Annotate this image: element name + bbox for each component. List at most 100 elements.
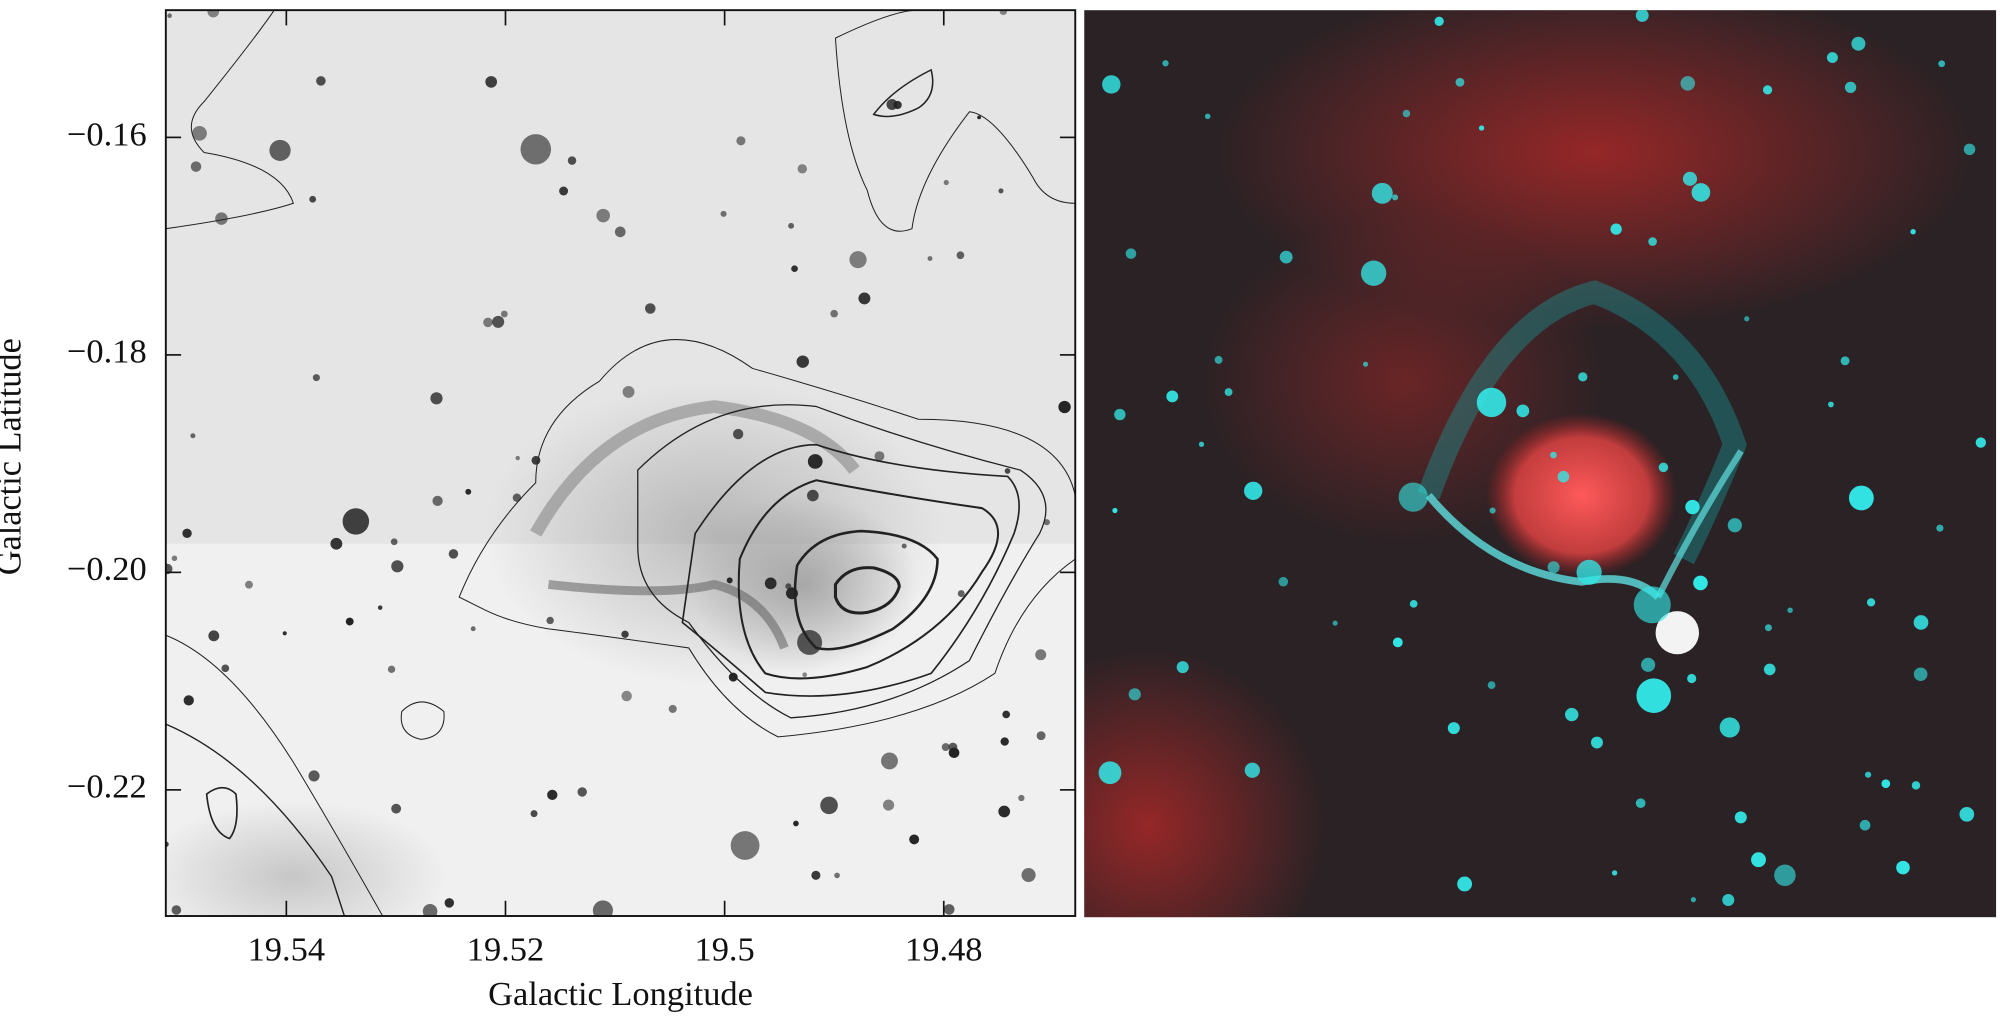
star <box>387 665 396 673</box>
star <box>1828 401 1834 408</box>
star <box>520 134 552 165</box>
star <box>465 488 472 495</box>
star <box>330 537 343 550</box>
x-tick-label: 19.5 <box>694 931 754 969</box>
star <box>1162 60 1169 67</box>
star <box>797 164 807 174</box>
star <box>1409 600 1418 608</box>
star <box>1959 806 1975 822</box>
star <box>1975 437 1987 448</box>
x-tick-label: 19.52 <box>467 931 544 969</box>
star <box>390 538 398 546</box>
star <box>621 690 632 702</box>
star <box>1848 485 1874 511</box>
star <box>531 455 541 465</box>
star <box>1371 182 1393 204</box>
star <box>245 580 253 589</box>
x-tick-label: 19.48 <box>905 931 982 969</box>
star <box>430 392 443 405</box>
star <box>807 454 823 469</box>
star <box>1826 52 1838 64</box>
star <box>1058 400 1071 414</box>
star <box>1000 737 1009 746</box>
star <box>1565 707 1579 722</box>
star <box>1682 171 1698 186</box>
star <box>1763 663 1776 676</box>
star <box>728 672 738 682</box>
star <box>1896 860 1910 875</box>
star <box>1691 183 1711 202</box>
y-tick-label: −0.16 <box>67 115 147 153</box>
star <box>999 10 1008 16</box>
star <box>1128 688 1141 701</box>
star <box>165 563 173 575</box>
star <box>1457 876 1473 892</box>
star <box>530 810 538 818</box>
star <box>621 630 629 638</box>
star <box>834 872 840 879</box>
star <box>1936 524 1944 532</box>
star <box>1279 250 1293 264</box>
star <box>190 433 196 439</box>
star <box>802 672 808 678</box>
star <box>182 528 192 539</box>
star <box>1278 576 1289 587</box>
star <box>596 208 610 223</box>
star <box>788 222 795 229</box>
star <box>1402 109 1411 118</box>
star <box>1658 462 1669 473</box>
star <box>1332 620 1338 626</box>
star <box>345 617 354 626</box>
star <box>807 489 819 502</box>
star <box>1764 624 1772 632</box>
y-tick-label: −0.22 <box>67 768 147 806</box>
star <box>1744 316 1750 322</box>
star <box>1859 819 1871 831</box>
star <box>500 310 508 318</box>
star <box>874 451 885 462</box>
star <box>1648 237 1657 246</box>
star <box>207 10 220 18</box>
star <box>190 161 202 172</box>
y-axis-label: Galactic Latitude <box>0 338 29 575</box>
star <box>1787 607 1793 613</box>
star <box>1751 852 1766 868</box>
star <box>316 76 326 86</box>
star <box>1166 390 1179 403</box>
star <box>312 374 320 382</box>
star <box>432 495 443 506</box>
plot-frame <box>164 9 1077 917</box>
star <box>730 831 760 860</box>
star <box>546 616 554 625</box>
star <box>1125 248 1137 259</box>
star <box>1392 194 1399 201</box>
star <box>820 796 838 815</box>
star <box>764 577 777 590</box>
star <box>1362 361 1369 367</box>
star <box>192 126 207 141</box>
star <box>901 543 907 549</box>
star <box>1719 717 1740 738</box>
star <box>1576 559 1602 585</box>
star <box>941 743 950 752</box>
star <box>1114 408 1126 421</box>
star <box>977 115 982 120</box>
star <box>391 560 404 573</box>
star <box>1844 81 1857 94</box>
star <box>1476 387 1507 418</box>
star <box>592 900 613 917</box>
star <box>1176 661 1189 674</box>
star <box>171 555 178 561</box>
star <box>1881 779 1891 789</box>
star <box>811 870 821 880</box>
star <box>1224 388 1233 397</box>
star <box>1611 870 1618 876</box>
star <box>785 583 792 590</box>
star <box>1447 722 1460 735</box>
star <box>422 904 438 917</box>
star <box>1487 681 1496 690</box>
star <box>1641 657 1656 672</box>
star <box>858 292 871 305</box>
x-axis-label: Galactic Longitude <box>488 975 753 1013</box>
star <box>1360 260 1387 286</box>
